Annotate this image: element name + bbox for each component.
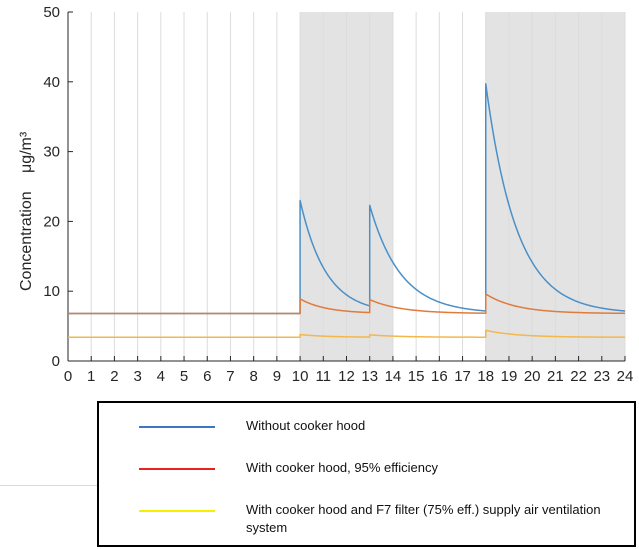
x-tick-label: 16: [431, 368, 448, 385]
x-tick-label: 6: [203, 368, 211, 385]
x-tick-label: 4: [157, 368, 165, 385]
x-tick-label: 7: [226, 368, 234, 385]
legend-swatch-yellow: [139, 510, 215, 512]
x-tick-label: 17: [454, 368, 471, 385]
legend-swatch-blue: [139, 426, 215, 428]
x-tick-label: 2: [110, 368, 118, 385]
legend-label: With cooker hood, 95% efficiency: [246, 460, 438, 475]
x-tick-label: 12: [338, 368, 355, 385]
x-tick-label: 3: [133, 368, 141, 385]
y-tick-label: 10: [43, 283, 60, 300]
y-tick-label: 30: [43, 144, 60, 161]
x-tick-label: 22: [570, 368, 587, 385]
x-tick-label: 8: [249, 368, 257, 385]
series-line-3: [68, 329, 625, 339]
x-tick-label: 15: [408, 368, 425, 385]
y-tick-label: 0: [52, 353, 60, 370]
y-axis-unit-label: μg/m³: [18, 131, 35, 173]
legend-swatch-red: [139, 468, 215, 470]
y-axis-label: Concentration: [18, 191, 35, 291]
x-tick-label: 24: [617, 368, 634, 385]
x-tick-label: 5: [180, 368, 188, 385]
series-line-1: [68, 83, 626, 315]
x-tick-label: 13: [361, 368, 378, 385]
legend: Without cooker hood With cooker hood, 95…: [97, 401, 636, 547]
legend-label: Without cooker hood: [246, 418, 366, 433]
x-tick-label: 1: [87, 368, 95, 385]
x-tick-label: 18: [477, 368, 494, 385]
x-axis-ticks: 0 1 2 3 4 5 6 7 8 9 10 11 12 13 14 15 16 17 18 19 20 21 22 23 24: [64, 356, 634, 385]
concentration-chart: 0 1 2 3 4 5 6 7 8 9 10 11 12 13 14 15 16 17 18 19 20 21 22 23 24…: [18, 4, 634, 385]
x-tick-label: 10: [292, 368, 309, 385]
series-line-2: [68, 293, 626, 315]
series-lines: [68, 83, 626, 339]
x-tick-label: 20: [524, 368, 541, 385]
x-tick-label: 19: [501, 368, 518, 385]
divider-line: [0, 485, 97, 486]
y-tick-label: 20: [43, 213, 60, 230]
y-axis-ticks: 0 10 20 30 40 50: [43, 4, 73, 370]
x-tick-label: 11: [316, 368, 332, 385]
x-tick-label: 0: [64, 368, 72, 385]
x-tick-label: 9: [273, 368, 281, 385]
x-tick-label: 21: [547, 368, 564, 385]
y-tick-label: 40: [43, 74, 60, 91]
x-tick-label: 23: [593, 368, 610, 385]
legend-label: With cooker hood and F7 filter (75% eff.…: [246, 502, 601, 535]
y-tick-label: 50: [43, 4, 60, 21]
x-tick-label: 14: [385, 368, 402, 385]
